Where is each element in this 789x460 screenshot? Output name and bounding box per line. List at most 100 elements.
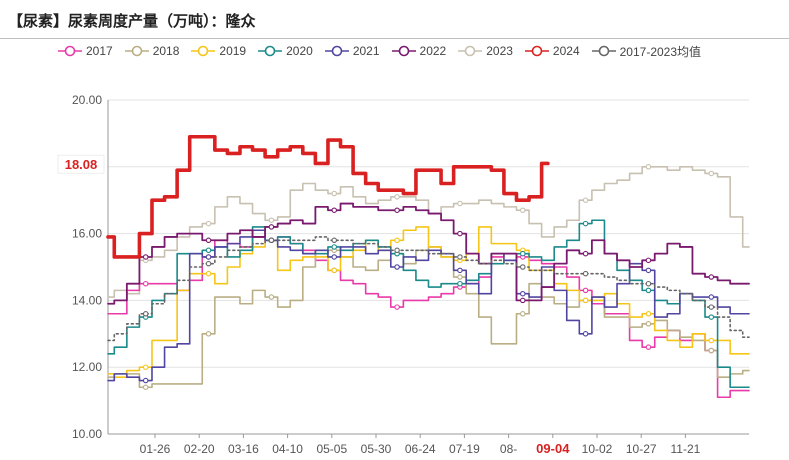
data-point <box>645 287 652 294</box>
data-point <box>205 270 212 277</box>
x-tick-label: 08- <box>500 442 517 456</box>
data-point <box>582 331 589 337</box>
series-line-2022 <box>107 202 750 305</box>
x-tick-label: 07-19 <box>449 442 480 456</box>
legend-swatch-icon <box>524 45 549 57</box>
data-point <box>331 207 337 213</box>
series-line-2019 <box>107 226 750 379</box>
title-divider <box>0 38 789 39</box>
data-point <box>205 331 212 337</box>
data-point <box>457 200 463 207</box>
data-point <box>394 264 400 270</box>
data-point <box>142 280 149 287</box>
data-point <box>582 220 589 227</box>
legend-swatch-icon <box>458 45 483 57</box>
data-point <box>645 267 652 274</box>
data-point <box>142 364 149 370</box>
data-point <box>708 314 715 320</box>
data-point <box>205 254 212 260</box>
data-point <box>708 304 715 310</box>
data-point <box>268 294 275 300</box>
data-point <box>457 267 463 274</box>
legend-label: 2019 <box>219 44 247 58</box>
data-point <box>582 297 589 304</box>
legend-swatch-icon <box>391 45 416 57</box>
x-tick-label: 10-02 <box>582 442 613 456</box>
data-point <box>394 237 400 244</box>
legend-item[interactable]: 2017-2023均值 <box>591 43 702 60</box>
x-tick-label: 01-26 <box>140 442 171 456</box>
legend-item[interactable]: 2023 <box>458 44 513 58</box>
legend-item[interactable]: 2021 <box>324 44 380 58</box>
data-point <box>645 257 652 264</box>
series-line-2018 <box>107 246 750 389</box>
legend-item[interactable]: 2022 <box>391 44 447 58</box>
x-tick-label: 05-30 <box>361 442 392 456</box>
legend-label: 2018 <box>152 44 180 58</box>
data-point <box>645 164 652 170</box>
legend-label: 2024 <box>552 44 580 58</box>
legend-label: 2022 <box>419 44 447 58</box>
data-point <box>645 344 652 350</box>
legend-label: 2017 <box>86 44 113 58</box>
legend-swatch-icon <box>324 45 349 57</box>
data-point <box>331 254 337 260</box>
x-tick-label: 10-27 <box>626 442 657 456</box>
legend-swatch-icon <box>258 45 283 57</box>
data-point <box>520 297 526 304</box>
data-point <box>457 254 463 260</box>
data-point <box>457 280 463 287</box>
data-point <box>708 170 715 177</box>
data-point <box>142 311 149 317</box>
data-point <box>331 244 337 250</box>
data-point <box>457 230 463 237</box>
data-point <box>331 190 337 197</box>
x-tick-label: 05-05 <box>316 442 347 456</box>
data-point <box>142 384 149 390</box>
legend-item[interactable]: 2018 <box>124 44 180 58</box>
chart-legend: 2017 2018 2019 2020 2021 2022 2023 2024 2017-202… <box>58 42 701 60</box>
legend-item[interactable]: 2020 <box>258 44 313 58</box>
value-label: 18.08 <box>65 157 98 172</box>
data-point <box>394 247 400 254</box>
data-point <box>394 304 400 310</box>
data-point <box>520 207 526 213</box>
legend-item[interactable]: 2024 <box>524 44 580 58</box>
data-point <box>268 237 275 244</box>
data-point <box>582 270 589 277</box>
y-tick-label: 10.00 <box>72 427 102 441</box>
chart-title: 【尿素】尿素周度产量（万吨）：隆众 <box>8 12 256 30</box>
data-point <box>142 377 149 384</box>
x-tick-label: 02-20 <box>184 442 215 456</box>
data-point <box>394 207 400 213</box>
data-point <box>331 267 337 274</box>
series-line-2024 <box>106 134 550 259</box>
x-tick-label: 11-21 <box>670 442 700 456</box>
series-line-2023 <box>107 166 750 298</box>
y-tick-label: 12.00 <box>72 360 102 374</box>
data-point <box>520 250 526 257</box>
x-tick-label: 03-16 <box>228 442 259 456</box>
data-point <box>520 264 526 270</box>
data-point <box>708 347 715 354</box>
y-tick-label: 20.00 <box>72 93 102 107</box>
x-tick-label: 04-10 <box>272 442 303 456</box>
series-line-2017-2023均值 <box>107 236 750 342</box>
data-point <box>645 321 652 327</box>
data-point <box>582 197 589 203</box>
data-point <box>142 254 149 260</box>
data-point <box>205 247 212 254</box>
data-point <box>645 280 652 287</box>
legend-item[interactable]: 2019 <box>191 44 246 58</box>
data-point <box>205 237 212 244</box>
legend-swatch-icon <box>191 45 216 57</box>
y-tick-label: 14.00 <box>72 293 102 307</box>
data-point <box>331 237 337 244</box>
data-point <box>708 337 715 344</box>
x-tick-label: 09-04 <box>536 441 570 456</box>
legend-swatch-icon <box>124 45 149 57</box>
legend-item[interactable]: 2017 <box>58 44 113 58</box>
data-point <box>205 220 212 227</box>
legend-label: 2017-2023均值 <box>619 44 702 59</box>
